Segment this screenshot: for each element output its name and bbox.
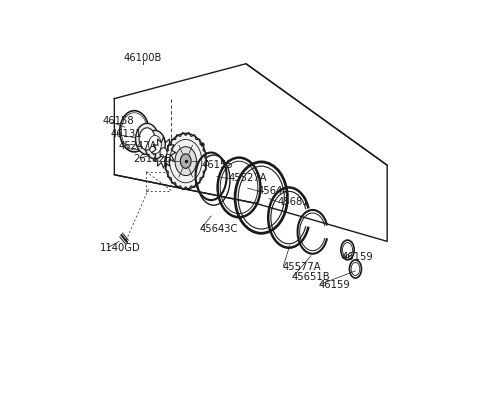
Text: 26112B: 26112B [133, 154, 172, 164]
Text: 46131: 46131 [110, 129, 142, 138]
Ellipse shape [149, 136, 161, 154]
Text: 45643C: 45643C [200, 224, 239, 234]
Ellipse shape [165, 133, 206, 189]
Ellipse shape [139, 128, 155, 150]
Text: 46158: 46158 [103, 116, 134, 126]
Ellipse shape [180, 154, 191, 169]
Text: 46159: 46159 [341, 252, 373, 262]
Text: 1140GD: 1140GD [100, 243, 141, 253]
Ellipse shape [144, 130, 165, 159]
Text: 45681: 45681 [278, 197, 309, 207]
Text: 45644: 45644 [257, 186, 288, 196]
Ellipse shape [175, 147, 196, 176]
Text: 45577A: 45577A [283, 262, 321, 272]
Text: 45527A: 45527A [228, 173, 267, 183]
Ellipse shape [136, 123, 158, 154]
Text: 46159: 46159 [319, 280, 351, 290]
Text: 45651B: 45651B [292, 272, 331, 282]
Text: 46155: 46155 [202, 160, 233, 170]
Ellipse shape [160, 148, 167, 157]
Text: 46100B: 46100B [124, 53, 162, 63]
Text: 45247A: 45247A [119, 141, 157, 151]
